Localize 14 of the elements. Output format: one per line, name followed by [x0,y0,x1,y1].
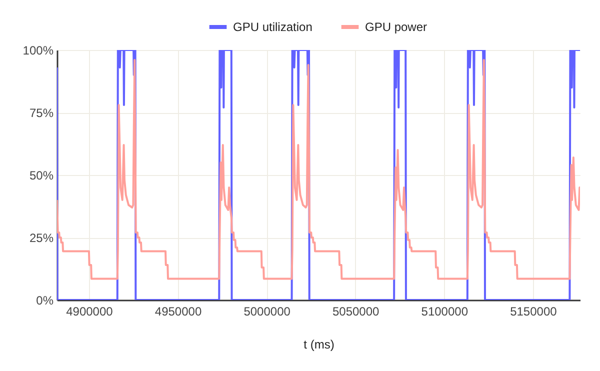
x-tick-label: 5150000 [510,304,558,318]
y-tick-label: 50% [29,168,54,182]
x-tick-label: 5000000 [244,304,291,318]
x-tick-label: 4900000 [66,304,114,318]
y-tick-label: 100% [22,44,54,58]
x-axis-title: t (ms) [304,338,334,352]
legend-label: GPU utilization [233,20,312,34]
y-tick-label: 75% [29,106,54,120]
legend-label: GPU power [365,20,428,34]
x-tick-label: 5100000 [421,304,468,318]
x-tick-label: 4950000 [154,304,202,318]
x-tick-label: 5050000 [332,304,380,318]
y-tick-label: 25% [29,231,54,245]
y-tick-label: 0% [36,294,54,308]
